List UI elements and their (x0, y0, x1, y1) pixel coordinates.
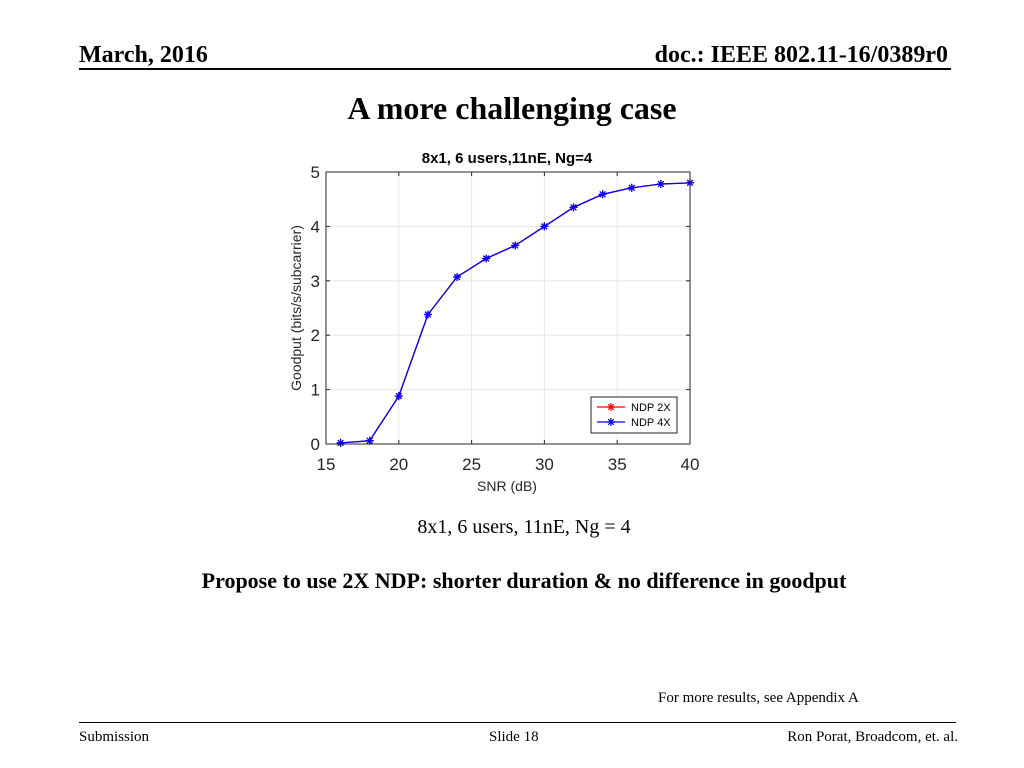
data-point (511, 241, 520, 250)
data-point (365, 436, 374, 445)
y-tick-label: 2 (311, 326, 320, 345)
footer-submission: Submission (79, 729, 150, 745)
x-tick-label: 15 (317, 455, 336, 474)
header-divider (79, 68, 951, 70)
data-point (569, 203, 578, 212)
data-point (423, 310, 432, 319)
y-tick-label: 0 (311, 435, 320, 454)
chart-ticks: 15 20 25 30 35 40 0 1 2 3 4 5 (311, 163, 700, 474)
slide-title: A more challenging case (347, 90, 677, 126)
x-tick-label: 30 (535, 455, 554, 474)
legend-marker (607, 418, 615, 426)
series-ndp-4x (336, 178, 694, 447)
legend-box (590, 396, 678, 434)
data-point (336, 438, 345, 447)
legend-label: NDP 2X (631, 402, 671, 414)
plot-area-frame (325, 171, 691, 445)
x-tick-label: 25 (462, 455, 481, 474)
header-doc-id: doc.: IEEE 802.11-16/0389r0 (654, 42, 948, 68)
x-axis-label: SNR (dB) (477, 478, 537, 494)
appendix-note: For more results, see Appendix A (658, 690, 859, 706)
header-date: March, 2016 (79, 42, 208, 68)
y-axis-label: Goodput (bits/s/subcarrier) (288, 225, 304, 391)
chart-legend: NDP 2X NDP 4X (590, 396, 678, 434)
legend-marker (607, 403, 615, 411)
proposal-text: Propose to use 2X NDP: shorter duration … (201, 568, 847, 593)
chart-title: 8x1, 6 users,11nE, Ng=4 (422, 150, 593, 167)
figure-caption: 8x1, 6 users, 11nE, Ng = 4 (417, 516, 631, 538)
footer-divider (79, 722, 956, 723)
data-point (598, 190, 607, 199)
y-tick-label: 1 (311, 381, 320, 400)
data-point (453, 272, 462, 281)
data-point (540, 222, 549, 231)
y-tick-label: 5 (311, 163, 320, 182)
data-point (656, 179, 665, 188)
footer-slide-number: Slide 18 (489, 729, 539, 745)
y-tick-label: 4 (311, 217, 320, 236)
footer-authors: Ron Porat, Broadcom, et. al. (787, 729, 958, 745)
data-point (482, 254, 491, 263)
x-tick-label: 35 (608, 455, 627, 474)
x-tick-label: 20 (389, 455, 408, 474)
data-point (394, 392, 403, 401)
y-tick-label: 3 (311, 272, 320, 291)
data-point (627, 183, 636, 192)
x-tick-label: 40 (681, 455, 700, 474)
legend-label: NDP 4X (631, 417, 671, 429)
